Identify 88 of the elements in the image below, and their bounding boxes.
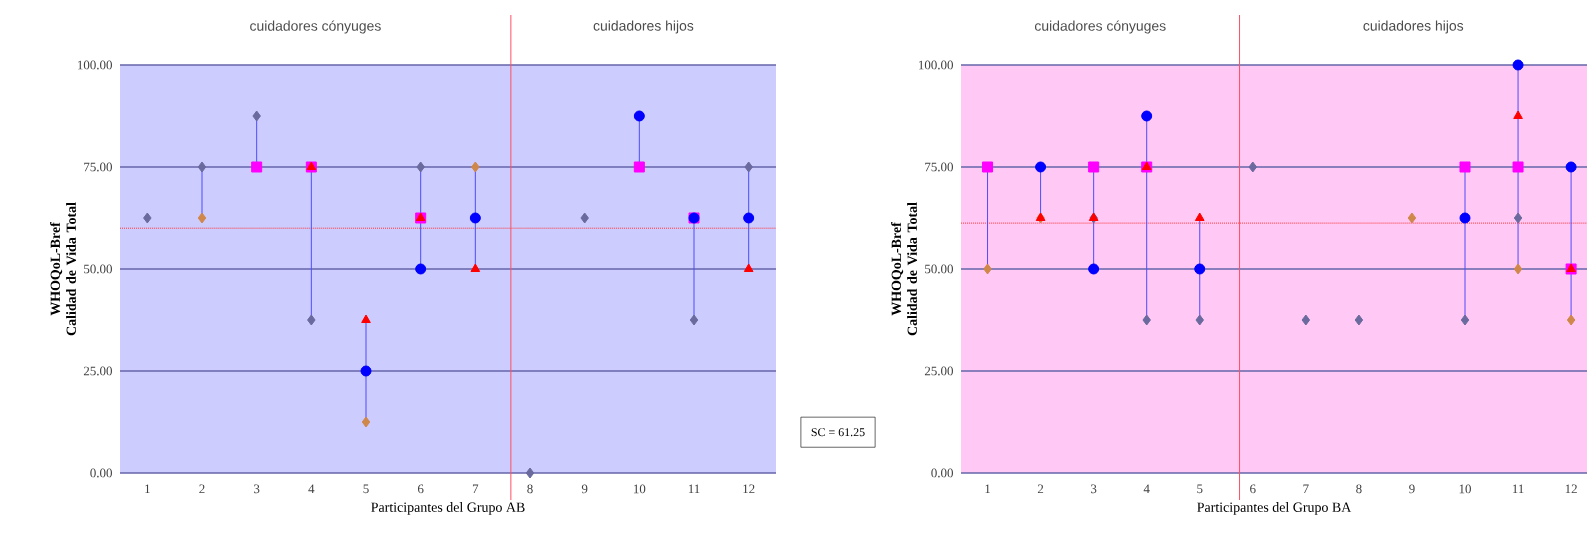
point <box>1459 161 1471 173</box>
point <box>1142 314 1151 326</box>
point <box>1459 212 1471 224</box>
x-tick-label: 2 <box>199 484 205 494</box>
x-tick-label: 6 <box>418 484 424 494</box>
point <box>361 416 371 428</box>
x-tick-label: 11 <box>1512 484 1524 494</box>
point <box>1565 161 1577 173</box>
point <box>360 365 372 377</box>
x-tick-label: 5 <box>363 484 369 494</box>
text: cuidadores cónyuges <box>1034 20 1166 34</box>
x-tick-label: 7 <box>472 484 479 493</box>
x-tick-label: 8 <box>527 484 533 494</box>
point <box>1248 161 1258 173</box>
text: cuidadores cónyuges <box>250 20 381 34</box>
point <box>743 212 755 224</box>
x-tick-label: 3 <box>254 484 260 494</box>
y-axis-title: WHOQoL-Bref Calidad de Vida Total <box>891 202 918 336</box>
point <box>983 263 992 275</box>
y-tick-label: 100.00 <box>919 60 953 70</box>
point <box>1566 314 1576 326</box>
x-tick-label: 12 <box>1565 484 1577 494</box>
y-tick-label: 0.00 <box>931 468 953 478</box>
x-tick-label: 1 <box>985 484 990 494</box>
x-tick-label: 9 <box>1409 484 1415 494</box>
point <box>1194 263 1206 275</box>
point <box>197 212 207 224</box>
x-tick-label: 2 <box>1037 484 1044 494</box>
point <box>1512 161 1524 173</box>
y-tick-label: 25.00 <box>83 366 112 376</box>
x-axis-title: Participantes del Grupo BA <box>1197 502 1352 515</box>
y-tick-label: 50.00 <box>925 264 953 274</box>
x-tick-label: 4 <box>1143 484 1150 494</box>
point <box>1088 263 1100 275</box>
y-tick-label: 25.00 <box>924 366 953 376</box>
x-tick-label: 11 <box>688 484 700 494</box>
y-tick-label: 75.00 <box>84 162 112 172</box>
y-tick-label: 75.00 <box>925 162 953 172</box>
point <box>470 263 481 272</box>
point <box>1513 212 1523 224</box>
x-tick-label: 7 <box>1303 484 1309 493</box>
point <box>525 467 535 479</box>
point <box>307 314 316 326</box>
point <box>982 161 994 173</box>
text: cuidadores hijos <box>593 20 694 34</box>
y-tick-label: 50.00 <box>84 264 112 274</box>
point <box>689 314 699 326</box>
point <box>1513 110 1523 119</box>
point <box>1035 161 1047 173</box>
point <box>1141 110 1153 122</box>
y-axis-title: WHOQoL-Bref Calidad de Vida Total <box>50 202 77 336</box>
point <box>633 161 645 173</box>
x-tick-label: 10 <box>634 484 646 494</box>
x-tick-label: 1 <box>145 484 150 494</box>
y-tick-label: 100.00 <box>78 60 112 70</box>
x-tick-label: 12 <box>743 484 755 494</box>
point <box>1194 212 1205 221</box>
x-tick-label: 8 <box>1356 484 1362 494</box>
point <box>1407 212 1417 224</box>
text: SC = 61.25 <box>811 428 865 437</box>
x-tick-label: 10 <box>1459 484 1471 494</box>
point <box>416 161 425 173</box>
x-axis-title: Participantes del Grupo AB <box>371 502 525 515</box>
x-tick-label: 4 <box>308 484 315 494</box>
x-tick-label: 6 <box>1250 484 1256 494</box>
point <box>1460 314 1470 326</box>
text: cuidadores hijos <box>1363 20 1464 34</box>
point <box>197 161 207 173</box>
point <box>251 161 263 173</box>
point <box>143 212 152 224</box>
point <box>1301 314 1311 326</box>
point <box>361 314 371 323</box>
x-tick-label: 9 <box>581 484 588 494</box>
point <box>1354 314 1364 326</box>
point <box>415 263 427 275</box>
y-tick-label: 0.00 <box>90 468 112 478</box>
point <box>469 212 481 224</box>
point <box>252 110 261 122</box>
point <box>1088 161 1100 173</box>
point <box>471 161 480 173</box>
point <box>580 212 589 224</box>
point <box>1195 314 1204 326</box>
point <box>1513 263 1523 275</box>
x-tick-label: 3 <box>1091 484 1097 494</box>
point <box>743 263 754 272</box>
x-tick-label: 5 <box>1197 484 1203 494</box>
point <box>744 161 753 173</box>
point <box>1512 59 1524 71</box>
